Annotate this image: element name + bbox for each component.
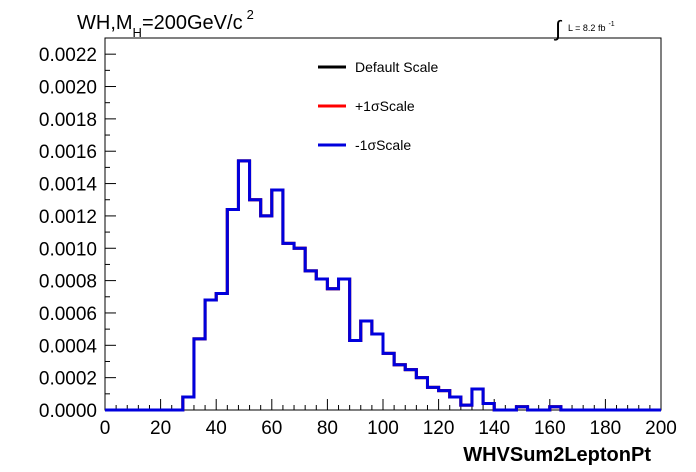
legend-label-plus1sigma: +1σScale <box>355 98 415 114</box>
y-tick-label: 0.0000 <box>39 401 97 422</box>
x-tick-label: 40 <box>206 418 227 439</box>
x-tick-label: 140 <box>478 418 510 439</box>
y-tick-label: 0.0008 <box>39 272 97 293</box>
legend-label-default: Default Scale <box>355 59 438 75</box>
x-tick-label: 120 <box>423 418 455 439</box>
x-tick-label: 100 <box>367 418 399 439</box>
histogram-series-2 <box>105 159 661 412</box>
y-tick-label: 0.0004 <box>39 336 98 357</box>
title-superscript: 2 <box>247 7 254 22</box>
x-tick-label: 80 <box>317 418 338 439</box>
y-tick-label: 0.0020 <box>39 78 97 99</box>
legend: Default Scale +1σScale -1σScale <box>318 59 438 153</box>
y-tick-label: 0.0016 <box>39 142 97 163</box>
y-tick-label: 0.0018 <box>39 110 97 131</box>
y-tick-label: 0.0012 <box>39 207 97 228</box>
legend-label-minus1sigma: -1σScale <box>355 137 411 153</box>
y-tick-label: 0.0010 <box>39 239 97 260</box>
lumi-integral-symbol: ∫ <box>553 16 563 41</box>
y-tick-label: 0.0002 <box>39 369 97 390</box>
histogram-series-0 <box>105 159 661 412</box>
x-tick-label: 20 <box>150 418 171 439</box>
x-tick-label: 200 <box>645 418 677 439</box>
y-tick-label: 0.0014 <box>39 175 98 196</box>
x-tick-label: 180 <box>590 418 622 439</box>
x-tick-label: 60 <box>261 418 282 439</box>
lumi-label: L = 8.2 fb -1 <box>568 21 615 33</box>
histogram-series-1 <box>105 159 661 412</box>
lumi-superscript: -1 <box>608 21 614 28</box>
x-tick-label: 0 <box>100 418 111 439</box>
y-tick-label: 0.0022 <box>39 45 97 66</box>
y-tick-label: 0.0006 <box>39 304 97 325</box>
series-layer <box>105 159 661 412</box>
x-axis-label: WHVSum2LeptonPt <box>463 444 651 466</box>
x-tick-label: 160 <box>534 418 566 439</box>
title-subscript: H <box>133 25 142 40</box>
chart-title: WH,MH=200GeV/c 2 <box>77 7 254 40</box>
axes: 0 20 40 60 80 100 120 140 160 180 200 0.0000 0.0002 0… <box>39 37 677 439</box>
